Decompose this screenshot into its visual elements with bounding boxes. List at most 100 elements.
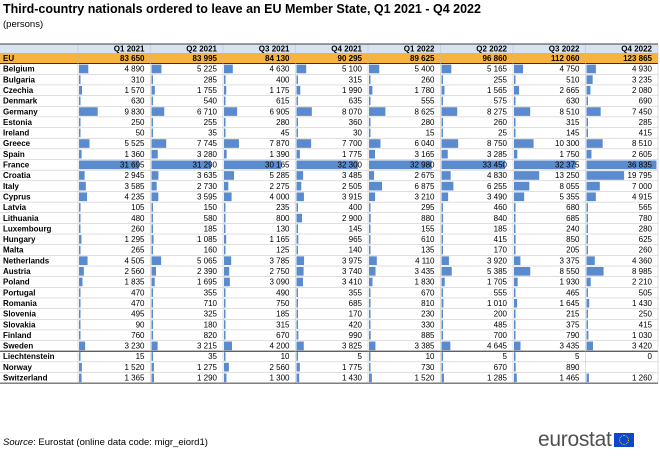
data-bar	[296, 203, 298, 212]
data-bar	[224, 224, 226, 234]
data-value: 565	[639, 203, 653, 212]
data-bar	[79, 256, 88, 265]
data-value: 3 285	[487, 150, 508, 159]
data-value: 2 560	[124, 267, 145, 276]
data-bar	[441, 267, 452, 276]
data-bar	[441, 373, 444, 383]
data-bar	[514, 64, 524, 74]
eu-row-background	[0, 53, 658, 64]
data-bar	[151, 320, 153, 329]
data-bar	[79, 245, 81, 255]
data-bar	[296, 117, 298, 127]
data-value: 83 650	[120, 54, 145, 63]
data-bar	[151, 160, 211, 170]
data-bar	[514, 224, 516, 234]
data-bar	[369, 320, 371, 329]
data-value: 3 785	[269, 256, 290, 265]
row-label: Latvia	[3, 203, 27, 212]
data-value: 1 565	[487, 86, 508, 95]
row-label: Austria	[3, 267, 31, 276]
data-bar	[514, 160, 576, 170]
data-bar	[224, 235, 227, 244]
data-value: 1 830	[414, 278, 435, 287]
data-value: 8 070	[342, 107, 363, 116]
data-bar	[514, 149, 518, 159]
row-label: Greece	[3, 139, 31, 148]
column-header: Q1 2021	[114, 45, 145, 54]
column-header: Q4 2022	[621, 45, 652, 54]
data-value: 5 525	[124, 139, 145, 148]
data-bar	[224, 107, 238, 116]
data-bar	[514, 245, 516, 255]
data-bar	[586, 181, 600, 191]
row-label: Portugal	[3, 288, 35, 297]
data-value: 710	[204, 299, 218, 308]
data-bar	[224, 139, 239, 148]
data-bar	[441, 96, 443, 106]
row-label: Croatia	[3, 171, 31, 180]
data-value: 2 730	[197, 182, 218, 191]
data-value: 415	[639, 320, 653, 329]
data-value: 180	[204, 320, 218, 329]
data-bar	[514, 235, 516, 244]
data-value: 32 980	[410, 161, 435, 170]
data-bar	[514, 75, 516, 84]
data-bar	[151, 85, 155, 95]
data-bar	[296, 298, 298, 308]
data-bar	[79, 64, 89, 74]
data-value: 90	[136, 320, 145, 329]
data-bar	[441, 181, 454, 191]
data-value: 3 230	[124, 342, 145, 351]
data-bar	[224, 320, 226, 329]
data-bar	[151, 288, 153, 297]
data-value: 415	[639, 129, 653, 138]
data-bar	[79, 298, 81, 308]
data-value: 2 390	[197, 267, 218, 276]
data-value: 4 915	[632, 192, 653, 201]
data-value: 8 275	[487, 107, 508, 116]
data-value: 8 750	[487, 139, 508, 148]
data-value: 680	[566, 203, 580, 212]
data-value: 3 920	[487, 256, 508, 265]
data-value: 5 285	[269, 171, 290, 180]
data-value: 5	[358, 352, 363, 361]
data-bar	[441, 149, 448, 159]
data-bar	[586, 139, 603, 148]
data-value: 205	[566, 246, 580, 255]
data-bar	[151, 362, 154, 372]
data-value: 465	[566, 288, 580, 297]
data-bar	[441, 341, 451, 351]
data-value: 1 275	[197, 363, 218, 372]
row-label: Czechia	[3, 86, 34, 95]
data-value: 4 000	[269, 192, 290, 201]
data-bar	[296, 149, 300, 159]
data-value: 315	[349, 75, 363, 84]
data-value: 150	[204, 203, 218, 212]
data-bar	[514, 362, 516, 372]
data-bar	[369, 85, 373, 95]
row-label: Netherlands	[3, 256, 50, 265]
data-value: 3 485	[342, 171, 363, 180]
data-bar	[586, 149, 592, 159]
data-value: 1 390	[269, 150, 290, 159]
column-header: Q3 2021	[259, 45, 290, 54]
data-bar	[586, 309, 588, 319]
data-value: 485	[494, 320, 508, 329]
data-value: 3 490	[487, 192, 508, 201]
data-bar	[514, 192, 525, 202]
data-bar	[369, 330, 371, 340]
data-value: 670	[276, 331, 290, 340]
data-bar	[224, 149, 227, 159]
data-bar	[514, 181, 530, 191]
data-value: 580	[204, 214, 218, 223]
data-bar	[79, 85, 82, 95]
eu-flag-icon	[614, 433, 635, 447]
data-value: 0	[648, 352, 653, 361]
data-value: 1 360	[124, 150, 145, 159]
data-bar	[441, 245, 443, 255]
data-value: 3 375	[559, 256, 580, 265]
data-bar	[441, 330, 443, 340]
row-label: Germany	[3, 107, 38, 116]
data-bar	[224, 171, 235, 180]
data-value: 1 775	[342, 363, 363, 372]
